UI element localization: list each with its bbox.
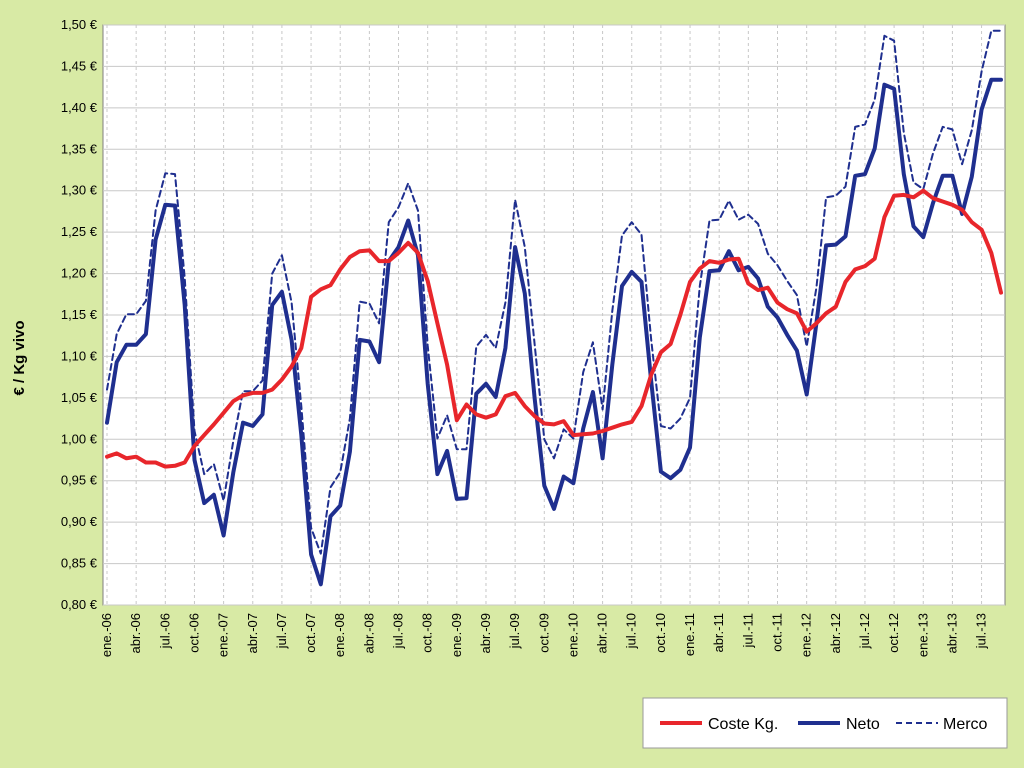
y-tick-label: 0,85 €: [61, 556, 98, 571]
x-tick-label: jul.-06: [157, 613, 172, 649]
series-lines: [105, 29, 1003, 587]
x-tick-label: jul.-09: [507, 613, 522, 649]
x-tick-label: jul.-07: [274, 613, 289, 649]
x-tick-label: ene.-11: [682, 613, 697, 656]
x-tick-label: ene.-07: [216, 613, 231, 657]
x-tick-label: ene.-06: [99, 613, 114, 657]
y-tick-label: 1,20 €: [61, 266, 98, 281]
series-line-neto: [105, 77, 1003, 587]
x-tick-label: jul.-12: [857, 613, 872, 649]
x-tick-label: jul.-10: [624, 613, 639, 649]
y-tick-label: 1,25 €: [61, 224, 98, 239]
x-tick-label: ene.-12: [799, 613, 814, 657]
x-tick-label: jul.-08: [391, 613, 406, 649]
y-tick-label: 1,35 €: [61, 141, 98, 156]
x-tick-label: oct.-09: [536, 613, 551, 653]
y-tick-label: 1,50 €: [61, 17, 98, 32]
x-tick-label: oct.-08: [420, 613, 435, 653]
x-tick-label: abr.-06: [128, 613, 143, 653]
y-tick-label: 0,80 €: [61, 597, 98, 612]
x-tick-label: jul.-13: [974, 613, 989, 649]
y-tick-label: 1,45 €: [61, 58, 98, 73]
y-tick-label: 1,40 €: [61, 100, 98, 115]
x-tick-label: abr.-12: [828, 613, 843, 653]
x-tick-label: abr.-08: [361, 613, 376, 653]
x-tick-label: abr.-07: [245, 613, 260, 653]
x-tick-label: ene.-08: [332, 613, 347, 657]
legend-label-coste: Coste Kg.: [708, 716, 778, 733]
x-tick-label: abr.-09: [478, 613, 493, 653]
y-tick-label: 1,10 €: [61, 348, 98, 363]
x-tick-label: abr.-10: [595, 613, 610, 653]
x-tick-label: ene.-10: [565, 613, 580, 657]
y-tick-label: 1,30 €: [61, 183, 98, 198]
x-tick-label: abr.-13: [944, 613, 959, 653]
legend: Coste Kg. Neto Merco: [642, 697, 1008, 749]
x-tick-label: oct.-11: [770, 613, 785, 652]
y-tick-label: 1,05 €: [61, 390, 98, 405]
series-line-coste: [105, 188, 1003, 469]
y-tick-label: 1,00 €: [61, 431, 98, 446]
gridlines: [103, 24, 1005, 606]
x-tick-label: ene.-13: [915, 613, 930, 657]
x-tick-label: oct.-06: [186, 613, 201, 653]
x-tick-label: abr.-11: [711, 613, 726, 653]
series-line-merco: [106, 29, 1002, 555]
legend-label-merco: Merco: [943, 716, 988, 733]
y-axis-tick-labels: 0,80 € 0,85 € 0,90 € 0,95 € 1,00 € 1,05 € 1,10…: [61, 17, 98, 612]
y-axis-title: € / Kg vivo: [11, 320, 28, 395]
x-axis-tick-labels: ene.-06 abr.-06 jul.-06 oct.-06 ene.-07 abr.-…: [99, 613, 989, 657]
y-tick-label: 0,95 €: [61, 473, 98, 488]
x-tick-label: oct.-12: [886, 613, 901, 653]
x-tick-label: oct.-07: [303, 613, 318, 653]
x-tick-label: ene.-09: [449, 613, 464, 657]
y-tick-label: 1,15 €: [61, 307, 98, 322]
x-tick-label: jul.-11: [740, 613, 755, 648]
y-tick-label: 0,90 €: [61, 514, 98, 529]
legend-label-neto: Neto: [846, 716, 880, 733]
x-tick-label: oct.-10: [653, 613, 668, 653]
